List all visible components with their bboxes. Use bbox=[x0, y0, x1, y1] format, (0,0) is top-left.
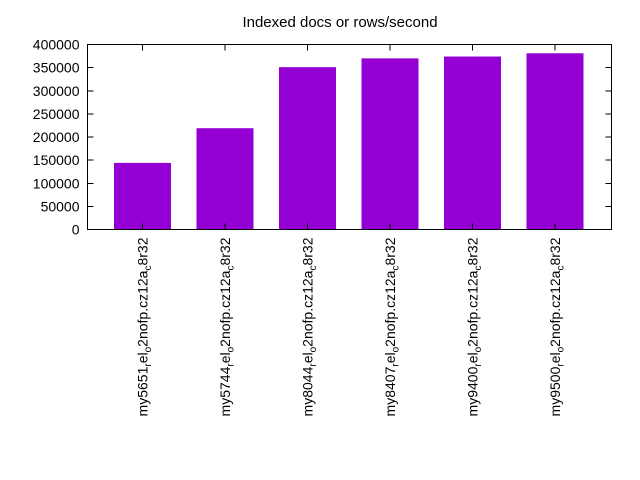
y-tick-label: 100000 bbox=[33, 175, 80, 191]
label-segment: 2nofp.cz12a bbox=[300, 270, 316, 346]
bar bbox=[444, 56, 501, 230]
label-segment: my8044 bbox=[300, 366, 316, 416]
label-subscript: o bbox=[473, 346, 484, 352]
x-tick-label: my8044relo2nofp.cz12ac8r32 bbox=[300, 237, 320, 416]
bar bbox=[114, 162, 171, 230]
label-segment: 2nofp.cz12a bbox=[382, 270, 398, 346]
label-subscript: o bbox=[556, 346, 567, 352]
label-segment: my9400 bbox=[465, 366, 481, 416]
label-segment: 2nofp.cz12a bbox=[547, 270, 563, 346]
label-segment: my5651 bbox=[135, 366, 151, 416]
label-subscript: r bbox=[308, 363, 319, 367]
label-segment: 8r32 bbox=[135, 237, 151, 265]
x-tick-label: my5744relo2nofp.cz12ac8r32 bbox=[217, 237, 237, 416]
y-tick-label: 400000 bbox=[33, 37, 80, 53]
y-tick-label: 300000 bbox=[33, 83, 80, 99]
y-tick-label: 0 bbox=[72, 222, 80, 238]
bar bbox=[279, 67, 336, 230]
label-subscript: r bbox=[226, 363, 237, 367]
y-tick-label: 50000 bbox=[41, 198, 80, 214]
label-segment: 2nofp.cz12a bbox=[135, 270, 151, 346]
y-tick-label: 200000 bbox=[33, 129, 80, 145]
bar bbox=[526, 53, 584, 230]
label-segment: el bbox=[547, 352, 563, 363]
label-segment: el bbox=[135, 352, 151, 363]
label-subscript: c bbox=[308, 266, 319, 271]
plot-area: 0 50000 100000 150000 200000 250000 300000 3500… bbox=[33, 37, 612, 416]
label-segment: 8r32 bbox=[382, 237, 398, 265]
label-subscript: r bbox=[391, 363, 402, 367]
label-segment: el bbox=[382, 352, 398, 363]
label-segment: el bbox=[300, 352, 316, 363]
label-subscript: r bbox=[556, 363, 567, 367]
x-tick-label: my9500relo2nofp.cz12ac8r32 bbox=[547, 237, 567, 416]
x-tick-label: my5651relo2nofp.cz12ac8r32 bbox=[135, 237, 155, 416]
label-subscript: o bbox=[391, 346, 402, 352]
y-tick-label: 250000 bbox=[33, 106, 80, 122]
label-subscript: r bbox=[473, 363, 484, 367]
label-segment: my9500 bbox=[547, 366, 563, 416]
y-tick-label: 150000 bbox=[33, 152, 80, 168]
x-tick-label: my8407relo2nofp.cz12ac8r32 bbox=[382, 237, 402, 416]
label-subscript: o bbox=[143, 346, 154, 352]
label-subscript: c bbox=[391, 266, 402, 271]
y-tick-label: 350000 bbox=[33, 60, 80, 76]
label-segment: 8r32 bbox=[465, 237, 481, 265]
label-segment: el bbox=[465, 352, 481, 363]
bar bbox=[361, 58, 419, 230]
label-segment: el bbox=[217, 352, 233, 363]
label-segment: 2nofp.cz12a bbox=[465, 270, 481, 346]
chart-title: Indexed docs or rows/second bbox=[242, 14, 437, 31]
label-segment: 2nofp.cz12a bbox=[217, 270, 233, 346]
label-segment: 8r32 bbox=[217, 237, 233, 265]
label-segment: my5744 bbox=[217, 366, 233, 416]
label-segment: my8407 bbox=[382, 366, 398, 416]
label-subscript: o bbox=[308, 346, 319, 352]
label-subscript: c bbox=[473, 266, 484, 271]
label-subscript: c bbox=[143, 266, 154, 271]
label-subscript: o bbox=[226, 346, 237, 352]
label-subscript: c bbox=[226, 266, 237, 271]
label-subscript: c bbox=[556, 266, 567, 271]
label-subscript: r bbox=[143, 363, 154, 367]
x-tick-label: my9400relo2nofp.cz12ac8r32 bbox=[465, 237, 485, 416]
bar bbox=[196, 128, 254, 230]
label-segment: 8r32 bbox=[547, 237, 563, 265]
label-segment: 8r32 bbox=[300, 237, 316, 265]
